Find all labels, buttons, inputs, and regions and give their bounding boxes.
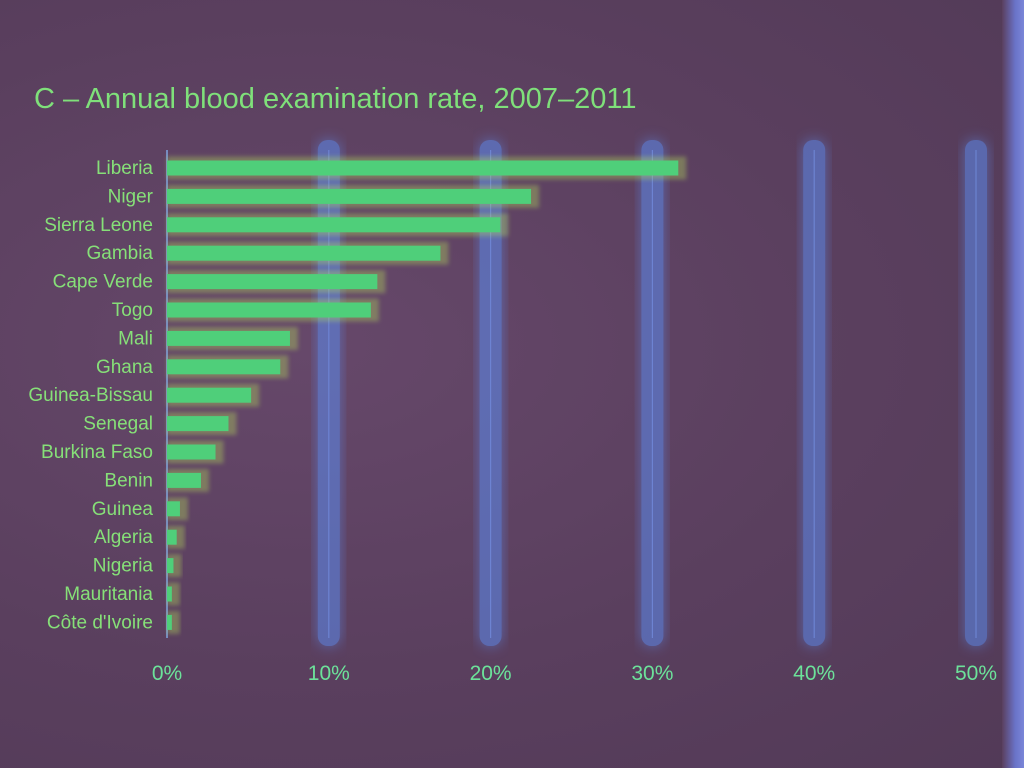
bar	[167, 586, 172, 602]
bar	[167, 444, 216, 460]
category-label: Burkina Faso	[41, 442, 153, 463]
bar	[167, 217, 501, 233]
x-tick-label: 20%	[470, 662, 512, 685]
bar	[167, 302, 371, 318]
bar	[167, 330, 290, 346]
bar	[167, 558, 174, 574]
category-label: Benin	[104, 470, 153, 491]
category-label: Cape Verde	[53, 272, 153, 293]
category-label: Guinea-Bissau	[28, 385, 153, 406]
category-label: Guinea	[92, 499, 154, 520]
x-tick-label: 30%	[631, 662, 673, 685]
category-label: Côte d'Ivoire	[47, 612, 153, 633]
x-tick-label: 0%	[152, 662, 182, 685]
chart-title: C – Annual blood examination rate, 2007–…	[34, 83, 636, 115]
bar	[167, 188, 532, 204]
category-label: Liberia	[96, 158, 153, 179]
category-labels: Liberia Niger Sierra Leone Gambia Cape Verde…	[28, 158, 153, 633]
bar	[167, 501, 180, 517]
bar	[167, 472, 201, 488]
x-tick-label: 40%	[793, 662, 835, 685]
x-tick-label: 50%	[955, 662, 997, 685]
category-label: Algeria	[94, 527, 154, 548]
category-label: Ghana	[96, 357, 153, 378]
bar	[167, 274, 378, 290]
category-label: Togo	[112, 300, 153, 321]
category-label: Gambia	[86, 243, 153, 264]
category-label: Mauritania	[64, 584, 153, 605]
category-label: Niger	[108, 186, 154, 207]
bar	[167, 529, 177, 545]
side-strip	[1002, 0, 1024, 768]
category-label: Senegal	[83, 414, 153, 435]
x-tick-label: 10%	[308, 662, 350, 685]
category-label: Sierra Leone	[44, 215, 153, 236]
x-axis-ticks: 0% 10% 20% 30% 40% 50%	[152, 662, 997, 685]
bar	[167, 387, 252, 403]
category-label: Nigeria	[93, 556, 154, 577]
bar	[167, 160, 679, 176]
bar	[167, 614, 172, 630]
bar	[167, 416, 229, 432]
bar	[167, 245, 441, 261]
category-label: Mali	[118, 328, 153, 349]
bar	[167, 359, 281, 375]
bars	[167, 156, 687, 634]
